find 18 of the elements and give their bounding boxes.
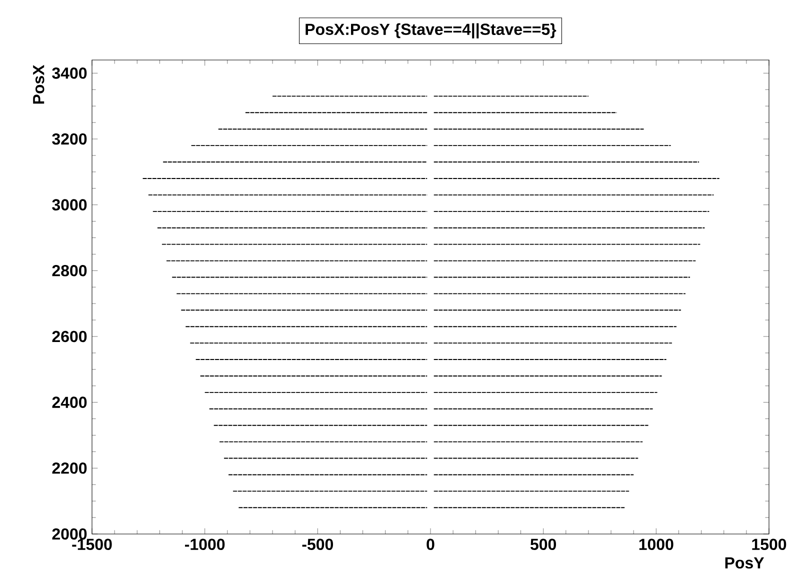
y-axis-title: PosX xyxy=(33,64,44,104)
x-tick-label: -1000 xyxy=(185,538,225,550)
chart-title: PosX:PosY {Stave==4||Stave==5} xyxy=(306,23,556,38)
x-tick-label: 0 xyxy=(426,538,434,550)
x-tick-label: 500 xyxy=(530,538,556,550)
y-tick-label: 2200 xyxy=(52,462,87,474)
y-tick-label: 2000 xyxy=(52,528,87,540)
y-tick-label: 3200 xyxy=(52,133,87,145)
x-tick-label: 1000 xyxy=(639,538,674,550)
x-tick-label: -500 xyxy=(302,538,334,550)
y-tick-label: 2800 xyxy=(52,264,87,276)
y-tick-label: 3000 xyxy=(52,199,87,211)
y-tick-label: 3400 xyxy=(52,67,87,79)
y-tick-label: 2400 xyxy=(52,396,87,408)
x-axis-title: PosY xyxy=(725,557,764,569)
x-tick-label: -1500 xyxy=(72,538,112,550)
x-tick-label: 1500 xyxy=(752,538,786,550)
y-tick-label: 2600 xyxy=(52,330,87,342)
